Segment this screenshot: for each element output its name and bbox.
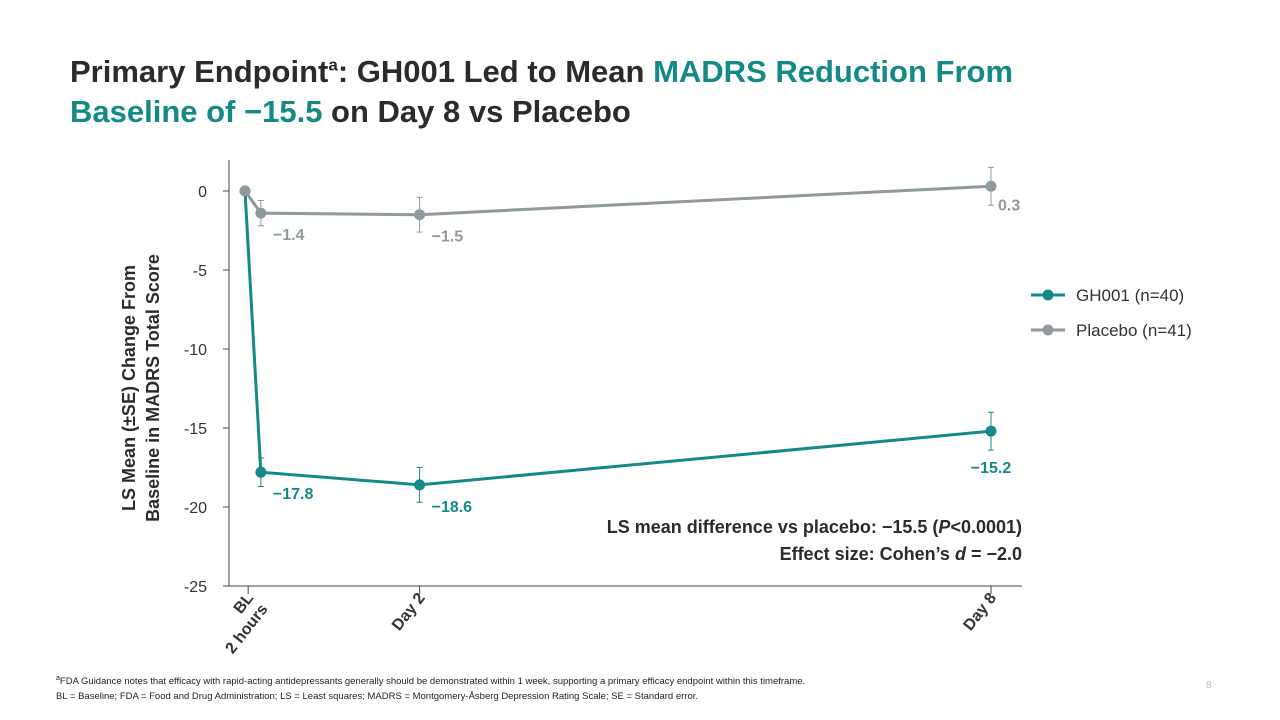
- y-tick-label: 0: [198, 184, 207, 201]
- page-title: Primary Endpointa: GH001 Led to Mean MAD…: [70, 52, 1150, 132]
- x-tick-label-group: BL2 hours: [223, 590, 272, 657]
- title-accent-2: Baseline of −15.5: [70, 94, 323, 129]
- footnote-superscript: a: [56, 674, 60, 682]
- data-label: −17.8: [273, 486, 314, 503]
- x-tick-label: Day 2: [389, 590, 429, 634]
- footnote-1-text: FDA Guidance notes that efficacy with ra…: [59, 676, 806, 687]
- y-axis-title: LS Mean (±SE) Change From Baseline in MAD…: [119, 254, 163, 522]
- data-point: [239, 185, 251, 197]
- data-label: 0.3: [998, 197, 1020, 214]
- annotation-line-2-part: Effect size: Cohen’s: [780, 544, 955, 564]
- legend-marker: [1042, 324, 1054, 336]
- annotation-line-1-part: P: [938, 517, 951, 537]
- footnote-1: aFDA Guidance notes that efficacy with r…: [56, 674, 1056, 689]
- annotation-line-1-part: LS mean difference vs placebo: −15.5 (: [607, 517, 939, 537]
- y-axis-title-line-2: Baseline in MADRS Total Score: [143, 254, 163, 522]
- data-label: −1.4: [273, 227, 305, 244]
- annotation-line-2-part: d: [955, 544, 967, 564]
- annotation-line-2-part: = −2.0: [966, 544, 1022, 564]
- title-superscript: a: [328, 55, 338, 75]
- series-line-1: [243, 184, 992, 217]
- y-tick-label: -15: [184, 421, 207, 438]
- title-text-3: on Day 8 vs Placebo: [322, 94, 631, 129]
- title-text-2: : GH001 Led to Mean: [337, 54, 654, 89]
- data-point: [985, 180, 997, 192]
- series-line-0: [243, 190, 992, 487]
- data-point: [255, 207, 267, 219]
- annotation-line-2: Effect size: Cohen’s d = −2.0: [780, 544, 1022, 564]
- x-tick-label: Day 8: [960, 590, 1000, 634]
- y-axis-title-line-1: LS Mean (±SE) Change From: [119, 265, 139, 511]
- data-point: [414, 209, 426, 221]
- y-tick-label: -5: [193, 263, 207, 280]
- y-tick-label: -25: [184, 579, 207, 596]
- data-point: [414, 479, 426, 491]
- y-tick-label: -20: [184, 500, 207, 517]
- footnote-2: BL = Baseline; FDA = Food and Drug Admin…: [56, 691, 699, 702]
- y-tick-label: -10: [184, 342, 207, 359]
- data-label: −1.5: [432, 229, 464, 246]
- legend-label: Placebo (n=41): [1076, 321, 1192, 340]
- data-label: −18.6: [432, 499, 473, 516]
- data-point: [255, 466, 267, 478]
- footnotes: aFDA Guidance notes that efficacy with r…: [56, 674, 1056, 704]
- x-tick-label-group: Day 8: [960, 590, 1000, 634]
- legend-marker: [1042, 289, 1054, 301]
- title-accent: MADRS Reduction From: [653, 54, 1014, 89]
- x-tick-label-group: Day 2: [389, 590, 429, 634]
- annotation-line-1: LS mean difference vs placebo: −15.5 (P<…: [607, 517, 1022, 537]
- title-text: Primary Endpoint: [70, 54, 329, 89]
- data-point: [985, 425, 997, 437]
- legend-label: GH001 (n=40): [1076, 286, 1184, 305]
- annotation-line-1-part: <0.0001): [950, 517, 1022, 537]
- data-label: −15.2: [971, 460, 1012, 477]
- page-number: 8: [1206, 680, 1212, 691]
